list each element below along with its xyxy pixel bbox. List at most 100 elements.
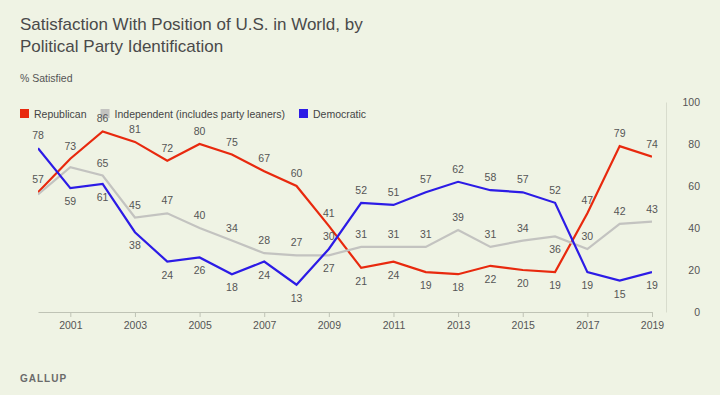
data-label: 59 <box>64 195 76 207</box>
data-label: 34 <box>226 222 238 234</box>
data-label: 31 <box>388 228 400 240</box>
x-tick: 2005 <box>188 312 212 331</box>
data-label: 72 <box>161 142 173 154</box>
data-label: 81 <box>129 123 141 135</box>
data-label: 65 <box>97 157 109 169</box>
y-tick-label: 80 <box>688 138 700 150</box>
x-tick-label: 2009 <box>318 319 342 331</box>
data-label: 62 <box>452 163 464 175</box>
data-label: 24 <box>388 269 400 281</box>
data-label: 19 <box>549 279 561 291</box>
data-label: 31 <box>420 228 432 240</box>
data-label: 86 <box>97 112 109 124</box>
series-line <box>38 148 652 285</box>
data-label: 60 <box>291 167 303 179</box>
source: GALLUP <box>20 373 67 384</box>
data-label: 13 <box>291 292 303 304</box>
data-label: 26 <box>194 264 206 276</box>
x-tick-mark <box>393 312 394 317</box>
data-label: 57 <box>32 173 44 185</box>
subtitle: % Satisfied <box>20 72 73 84</box>
data-label: 61 <box>97 191 109 203</box>
data-label: 24 <box>161 269 173 281</box>
x-tick-label: 2017 <box>576 319 600 331</box>
data-label: 21 <box>355 275 367 287</box>
x-tick-mark <box>329 312 330 317</box>
data-label: 18 <box>452 281 464 293</box>
data-label: 31 <box>355 228 367 240</box>
y-tick-label: 60 <box>688 180 700 192</box>
data-label: 30 <box>582 230 594 242</box>
data-label: 38 <box>129 239 141 251</box>
data-label: 52 <box>355 184 367 196</box>
data-label: 58 <box>485 171 497 183</box>
x-tick: 2007 <box>253 312 277 331</box>
data-label: 57 <box>420 173 432 185</box>
y-tick-label: 40 <box>688 222 700 234</box>
data-labels: 7857735986656181453872472480402675341867… <box>32 112 658 303</box>
data-label: 42 <box>614 205 626 217</box>
legend-swatch <box>20 109 29 118</box>
data-label: 18 <box>226 281 238 293</box>
data-label: 80 <box>194 125 206 137</box>
data-label: 75 <box>226 136 238 148</box>
x-tick-mark <box>264 312 265 317</box>
x-tick-label: 2013 <box>447 319 471 331</box>
x-axis-line <box>39 312 653 313</box>
x-tick-mark <box>70 312 71 317</box>
x-tick: 2013 <box>447 312 471 331</box>
x-tick-label: 2005 <box>188 319 212 331</box>
y-tick-label: 0 <box>694 306 700 318</box>
data-label: 45 <box>129 199 141 211</box>
y-tick-label: 20 <box>688 264 700 276</box>
x-tick-label: 2019 <box>641 319 665 331</box>
data-label: 57 <box>517 173 529 185</box>
x-tick: 2019 <box>641 312 665 331</box>
y-tick-label: 100 <box>682 96 700 108</box>
data-label: 39 <box>452 211 464 223</box>
x-tick: 2009 <box>318 312 342 331</box>
data-label: 41 <box>323 207 335 219</box>
data-label: 67 <box>258 152 270 164</box>
x-tick-label: 2007 <box>253 319 277 331</box>
legend: Republican Independent (includes party le… <box>20 108 366 120</box>
data-label: 36 <box>549 243 561 255</box>
data-label: 34 <box>517 222 529 234</box>
series-line <box>38 131 652 274</box>
x-tick-mark <box>652 312 653 317</box>
data-label: 73 <box>64 140 76 152</box>
x-tick: 2001 <box>59 312 83 331</box>
y-tick: 20 <box>666 264 700 276</box>
data-label: 52 <box>549 184 561 196</box>
y-axis-line <box>666 103 667 313</box>
data-label: 28 <box>258 234 270 246</box>
data-label: 47 <box>582 194 594 206</box>
data-label: 74 <box>646 138 658 150</box>
x-tick: 2017 <box>576 312 600 331</box>
x-tick-label: 2001 <box>59 319 83 331</box>
data-label: 20 <box>517 277 529 289</box>
x-tick-mark <box>523 312 524 317</box>
data-label: 24 <box>258 269 270 281</box>
data-label: 19 <box>420 279 432 291</box>
y-tick: 80 <box>666 138 700 150</box>
x-tick-mark <box>200 312 201 317</box>
x-tick-mark <box>587 312 588 317</box>
x-tick-label: 2015 <box>512 319 536 331</box>
legend-label: Republican <box>34 108 87 120</box>
data-label: 47 <box>161 194 173 206</box>
y-tick: 60 <box>666 180 700 192</box>
x-tick: 2015 <box>512 312 536 331</box>
legend-label: Democratic <box>313 108 366 120</box>
title: Satisfaction With Position of U.S. in Wo… <box>20 15 363 56</box>
y-tick: 0 <box>666 306 700 318</box>
plot-area <box>38 131 652 284</box>
data-label: 27 <box>291 236 303 248</box>
legend-label: Independent (includes party leaners) <box>115 108 285 120</box>
data-label: 79 <box>614 127 626 139</box>
x-tick: 2011 <box>383 312 406 331</box>
x-axis: 2001200320052007200920112013201520172019 <box>39 312 665 331</box>
data-label: 15 <box>614 288 626 300</box>
x-tick-label: 2011 <box>383 319 406 331</box>
x-tick-mark <box>135 312 136 317</box>
